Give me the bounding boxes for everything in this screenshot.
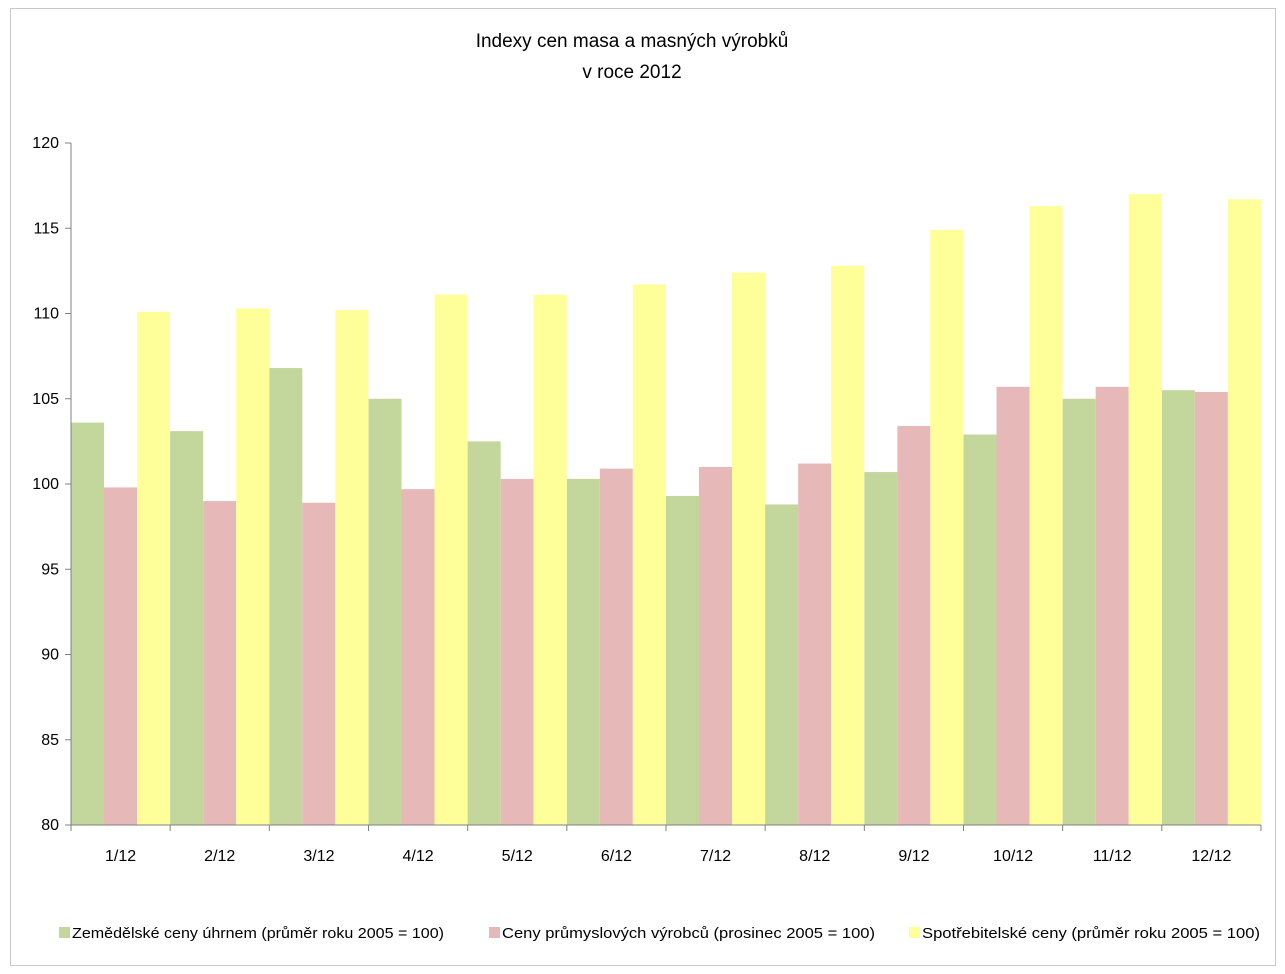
bar-s3-4-12 (434, 294, 468, 825)
bar-s2-9-12 (897, 426, 931, 825)
x-tick-label: 11/12 (1093, 848, 1132, 865)
bar-s1-1-12 (71, 422, 104, 825)
bar-s2-7-12 (699, 466, 732, 825)
bar-s3-5-12 (533, 294, 567, 825)
bar-s2-2-12 (203, 501, 237, 825)
bar-s2-11-12 (1095, 386, 1129, 825)
bar-s1-7-12 (666, 495, 699, 825)
y-tick-label: 85 (41, 732, 59, 749)
x-tick-label: 5/12 (502, 848, 533, 865)
x-tick-label: 9/12 (898, 848, 929, 865)
x-tick-label: 12/12 (1191, 848, 1231, 865)
legend-swatch-2 (489, 927, 500, 938)
y-tick-label: 115 (33, 220, 59, 237)
bar-s1-11-12 (1062, 398, 1096, 825)
y-tick-label: 80 (41, 817, 59, 834)
bar-s1-8-12 (765, 504, 799, 825)
bar-s1-5-12 (467, 441, 501, 825)
bar-s3-2-12 (236, 308, 270, 825)
bar-s3-7-12 (732, 272, 765, 826)
bar-chart: Indexy cen masa a masných výrobků v roce… (32, 31, 1262, 942)
bar-s1-10-12 (963, 434, 997, 825)
x-tick-label: 1/12 (105, 848, 136, 865)
bar-s2-8-12 (798, 463, 832, 825)
chart-frame: Indexy cen masa a masných výrobků v roce… (10, 8, 1276, 966)
y-tick-label: 105 (32, 391, 59, 408)
chart-title: Indexy cen masa a masných výrobků (476, 31, 789, 52)
bar-s1-6-12 (566, 478, 600, 825)
bar-s3-10-12 (1029, 206, 1063, 825)
legend-label-2: Ceny průmyslových výrobců (prosinec 2005… (502, 925, 875, 942)
x-tick-label: 4/12 (403, 848, 434, 865)
bar-s2-10-12 (996, 386, 1030, 825)
bar-s3-3-12 (335, 310, 369, 826)
bar-s3-6-12 (632, 284, 666, 825)
bars-layer (71, 194, 1261, 826)
y-tick-label: 90 (41, 647, 59, 664)
bar-s2-5-12 (500, 478, 534, 825)
bar-s2-12-12 (1194, 391, 1228, 825)
bar-s1-9-12 (864, 472, 898, 825)
legend-label-1: Zemědělské ceny úhrnem (průměr roku 2005… (72, 925, 444, 942)
chart-subtitle: v roce 2012 (582, 62, 681, 83)
x-tick-label: 2/12 (204, 848, 235, 865)
bar-s2-1-12 (104, 487, 137, 825)
x-tick-label: 6/12 (601, 848, 632, 865)
bar-s1-12-12 (1161, 390, 1195, 825)
y-tick-label: 95 (41, 561, 59, 578)
y-tick-label: 100 (32, 476, 59, 493)
bar-s2-4-12 (401, 489, 435, 825)
bar-s1-4-12 (368, 398, 402, 825)
x-tick-label: 7/12 (700, 848, 731, 865)
x-tick-label: 8/12 (799, 848, 830, 865)
legend: Zemědělské ceny úhrnem (průměr roku 2005… (59, 925, 1260, 942)
bar-s3-8-12 (831, 265, 865, 825)
legend-swatch-1 (59, 927, 70, 938)
bar-s2-3-12 (302, 502, 336, 825)
x-tick-label: 3/12 (303, 848, 334, 865)
bar-s1-2-12 (170, 431, 204, 825)
legend-label-3: Spotřebitelské ceny (průměr roku 2005 = … (922, 925, 1260, 942)
bar-s3-9-12 (930, 229, 964, 825)
bar-s3-11-12 (1128, 194, 1162, 825)
bar-s3-1-12 (137, 311, 170, 825)
y-tick-label: 120 (32, 135, 59, 152)
legend-swatch-3 (909, 927, 920, 938)
y-tick-label: 110 (33, 306, 59, 323)
axes-layer: 80 85 90 95 100 105 110 115 120 1/12 2/12 3/12 4/12 5… (32, 135, 1262, 865)
bar-s3-12-12 (1227, 199, 1261, 825)
x-tick-label: 10/12 (993, 848, 1033, 865)
bar-s1-3-12 (269, 368, 303, 825)
bar-s2-6-12 (599, 468, 633, 825)
